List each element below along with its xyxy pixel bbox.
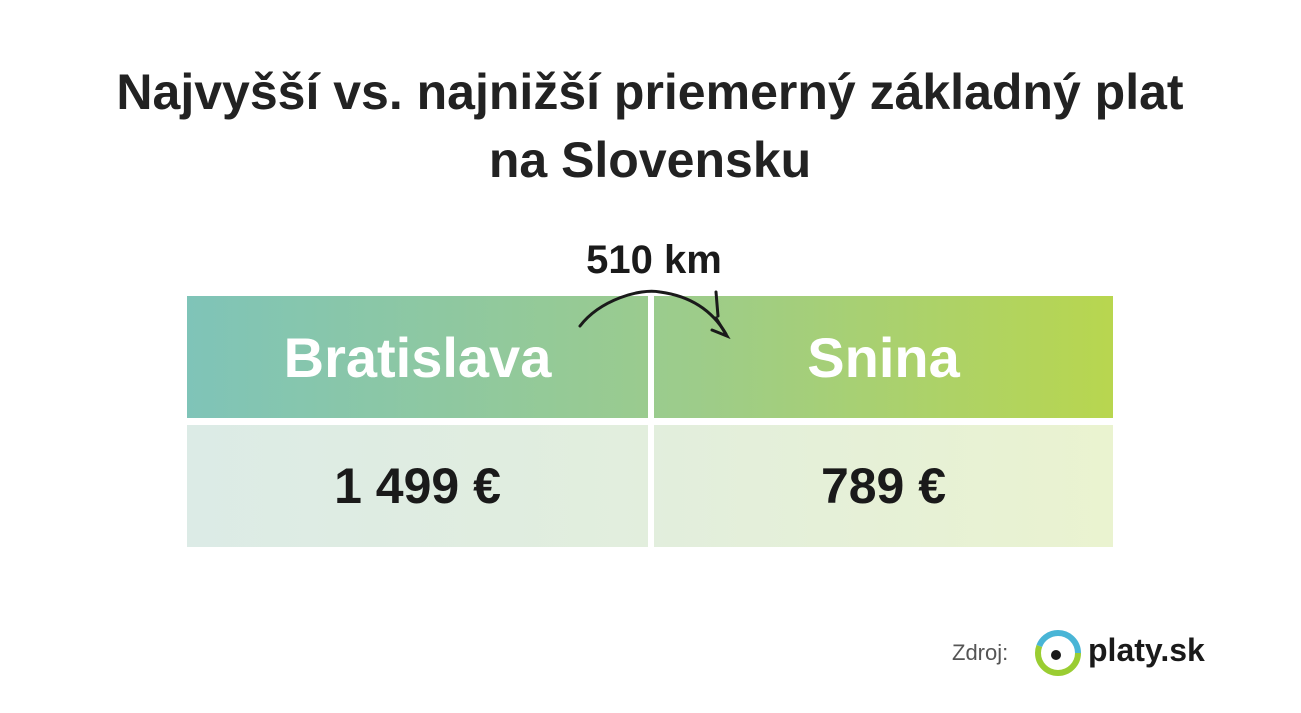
- value-row: 1 499 € 789 €: [187, 425, 1113, 547]
- value-cell: 789 €: [820, 458, 947, 514]
- header-cell: Snina: [807, 325, 960, 389]
- header-cell: Bratislava: [283, 325, 552, 389]
- separator: [648, 425, 654, 547]
- logo-ring: [1035, 630, 1081, 676]
- separator: [648, 296, 654, 418]
- distance-label: 510 km: [586, 238, 722, 282]
- logo-text: platy.sk: [1088, 632, 1205, 668]
- logo-ring: [1035, 630, 1081, 676]
- logo-dot: [1051, 650, 1061, 660]
- value-cell: 1 499 €: [334, 458, 501, 514]
- title: Najvyšší vs. najnižší priemerný základný…: [116, 64, 1184, 188]
- source-label: Zdroj:: [952, 640, 1009, 665]
- header-row: Bratislava Snina: [187, 296, 1113, 418]
